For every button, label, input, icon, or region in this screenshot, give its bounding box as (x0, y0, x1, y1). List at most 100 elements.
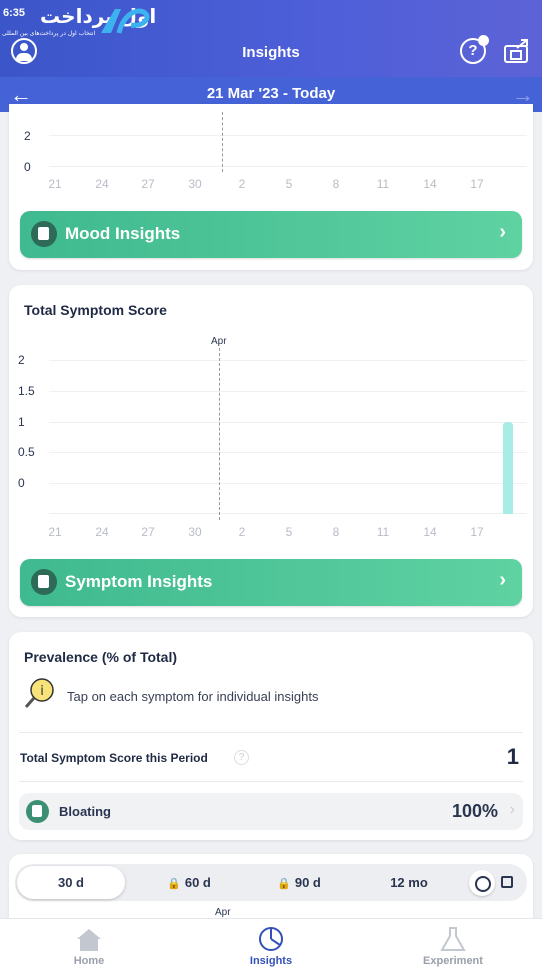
notification-dot (478, 35, 489, 46)
symptom-icon (31, 569, 57, 595)
chevron-right-icon: › (499, 569, 506, 591)
range-option-90d[interactable]: 🔒 90 d (245, 864, 353, 901)
nav-experiment[interactable]: Experiment (393, 919, 513, 971)
symptom-insights-label: Symptom Insights (65, 572, 213, 591)
range-option-label: 60 d (184, 875, 211, 890)
range-option-label: 12 mo (390, 875, 428, 890)
gridline (49, 452, 527, 454)
gridline (49, 390, 527, 392)
month-divider (219, 348, 220, 520)
home-icon (77, 929, 101, 951)
help-icon[interactable]: ? (460, 38, 486, 64)
x-tick-label: 14 (423, 525, 437, 539)
lock-icon: 🔒 (277, 878, 291, 890)
x-tick-label: 2 (238, 177, 246, 191)
symptom-percent: 100% (451, 801, 498, 821)
svg-text:i: i (40, 684, 44, 699)
chart-bar[interactable] (503, 421, 514, 514)
x-tick-label: 8 (332, 177, 340, 191)
nav-home[interactable]: Home (29, 919, 149, 971)
lightbulb-icon: i (24, 678, 54, 708)
range-selector: 30 d 🔒 60 d 🔒 90 d 12 mo (15, 864, 527, 901)
divider (19, 781, 523, 782)
range-option-12mo[interactable]: 12 mo (355, 864, 463, 901)
x-tick-label: 8 (332, 525, 340, 539)
y-tick-label: 0.5 (18, 445, 35, 460)
nav-insights[interactable]: Insights (211, 919, 331, 971)
y-tick-label: 0 (24, 160, 31, 174)
date-forward-button[interactable]: → (512, 82, 534, 107)
x-tick-label: 11 (376, 525, 390, 539)
bottom-nav: Home Insights Experiment (0, 918, 542, 971)
range-option-60d[interactable]: 🔒 60 d (135, 864, 243, 901)
chevron-right-icon: › (499, 221, 506, 243)
date-back-button[interactable]: ← (10, 82, 32, 107)
prevalence-card: Prevalence (% of Total) i Tap on each sy… (9, 632, 533, 840)
y-tick-label: 2 (24, 129, 31, 143)
gridline (49, 135, 527, 136)
symptom-icon (26, 800, 49, 823)
brand-logo-icon (101, 8, 150, 34)
nav-label: Home (73, 955, 105, 967)
x-tick-label: 11 (376, 177, 390, 191)
x-tick-label: 5 (285, 177, 293, 191)
gridline (49, 421, 527, 423)
chart-title: Total Symptom Score (24, 302, 167, 318)
range-option-label: 30 d (57, 875, 84, 890)
period-score-value: 1 (506, 744, 519, 769)
page-title: Insights (242, 44, 300, 61)
y-tick-label: 0 (18, 476, 25, 490)
x-tick-label: 5 (285, 525, 293, 539)
range-selected-indicator (17, 866, 125, 899)
date-range-label: 21 Mar '23 - Today (206, 85, 336, 102)
gridline (49, 513, 527, 514)
x-tick-label: 24 (95, 525, 109, 539)
flask-icon (440, 927, 466, 951)
prevalence-hint: Tap on each symptom for individual insig… (67, 689, 319, 704)
x-tick-label: 17 (470, 525, 484, 539)
x-tick-label: 24 (95, 177, 109, 191)
x-tick-label: 30 (188, 525, 202, 539)
prevalence-title: Prevalence (% of Total) (24, 649, 178, 665)
symptom-row-bloating[interactable]: Bloating 100% › (19, 793, 523, 830)
x-tick-label: 27 (141, 177, 155, 191)
period-score-label: Total Symptom Score this Period (20, 751, 208, 765)
mood-chart-card: 2 0 21 24 27 30 2 5 8 11 14 17 Mood Insights › (9, 104, 533, 270)
x-tick-label: 21 (48, 177, 62, 191)
gridline (49, 483, 527, 484)
mood-insights-button[interactable]: Mood Insights › (20, 211, 522, 258)
month-label: Apr (215, 907, 231, 918)
x-tick-label: 30 (188, 177, 202, 191)
mood-insights-label: Mood Insights (65, 224, 181, 243)
pie-chart-icon (259, 927, 283, 951)
y-tick-label: 2 (18, 353, 25, 367)
range-option-label: 90 d (294, 875, 321, 890)
export-icon[interactable] (503, 38, 531, 64)
clock-icon[interactable] (469, 870, 495, 896)
info-icon[interactable]: ? (234, 750, 249, 765)
gridline (49, 166, 527, 167)
month-divider (222, 112, 223, 172)
mood-icon (31, 221, 57, 247)
nav-label: Experiment (423, 955, 483, 967)
x-tick-label: 17 (470, 177, 484, 191)
gridline (49, 360, 527, 361)
range-option-30d[interactable]: 30 d (17, 864, 125, 901)
month-label: Apr (211, 336, 227, 347)
app-header: 6:35 اول پرداخت انتخاب اول در پرداخت‌های… (0, 0, 542, 77)
brand-tagline: انتخاب اول در پرداخت‌های بین المللی (2, 30, 96, 37)
symptom-score-card: Total Symptom Score Apr 2 1.5 1 0.5 0 21 24 27 3… (9, 285, 533, 617)
x-tick-label: 21 (48, 525, 62, 539)
y-tick-label: 1.5 (18, 383, 35, 398)
nav-label: Insights (249, 955, 293, 967)
symptom-insights-button[interactable]: Symptom Insights › (20, 559, 522, 606)
x-tick-label: 27 (141, 525, 155, 539)
x-tick-label: 2 (238, 525, 246, 539)
symptom-name: Bloating (59, 804, 111, 819)
profile-icon[interactable] (11, 38, 37, 64)
status-time: 6:35 (3, 7, 26, 19)
calendar-icon[interactable] (501, 876, 513, 888)
chevron-right-icon: › (509, 801, 515, 818)
lock-icon: 🔒 (167, 878, 181, 890)
divider (19, 732, 523, 733)
